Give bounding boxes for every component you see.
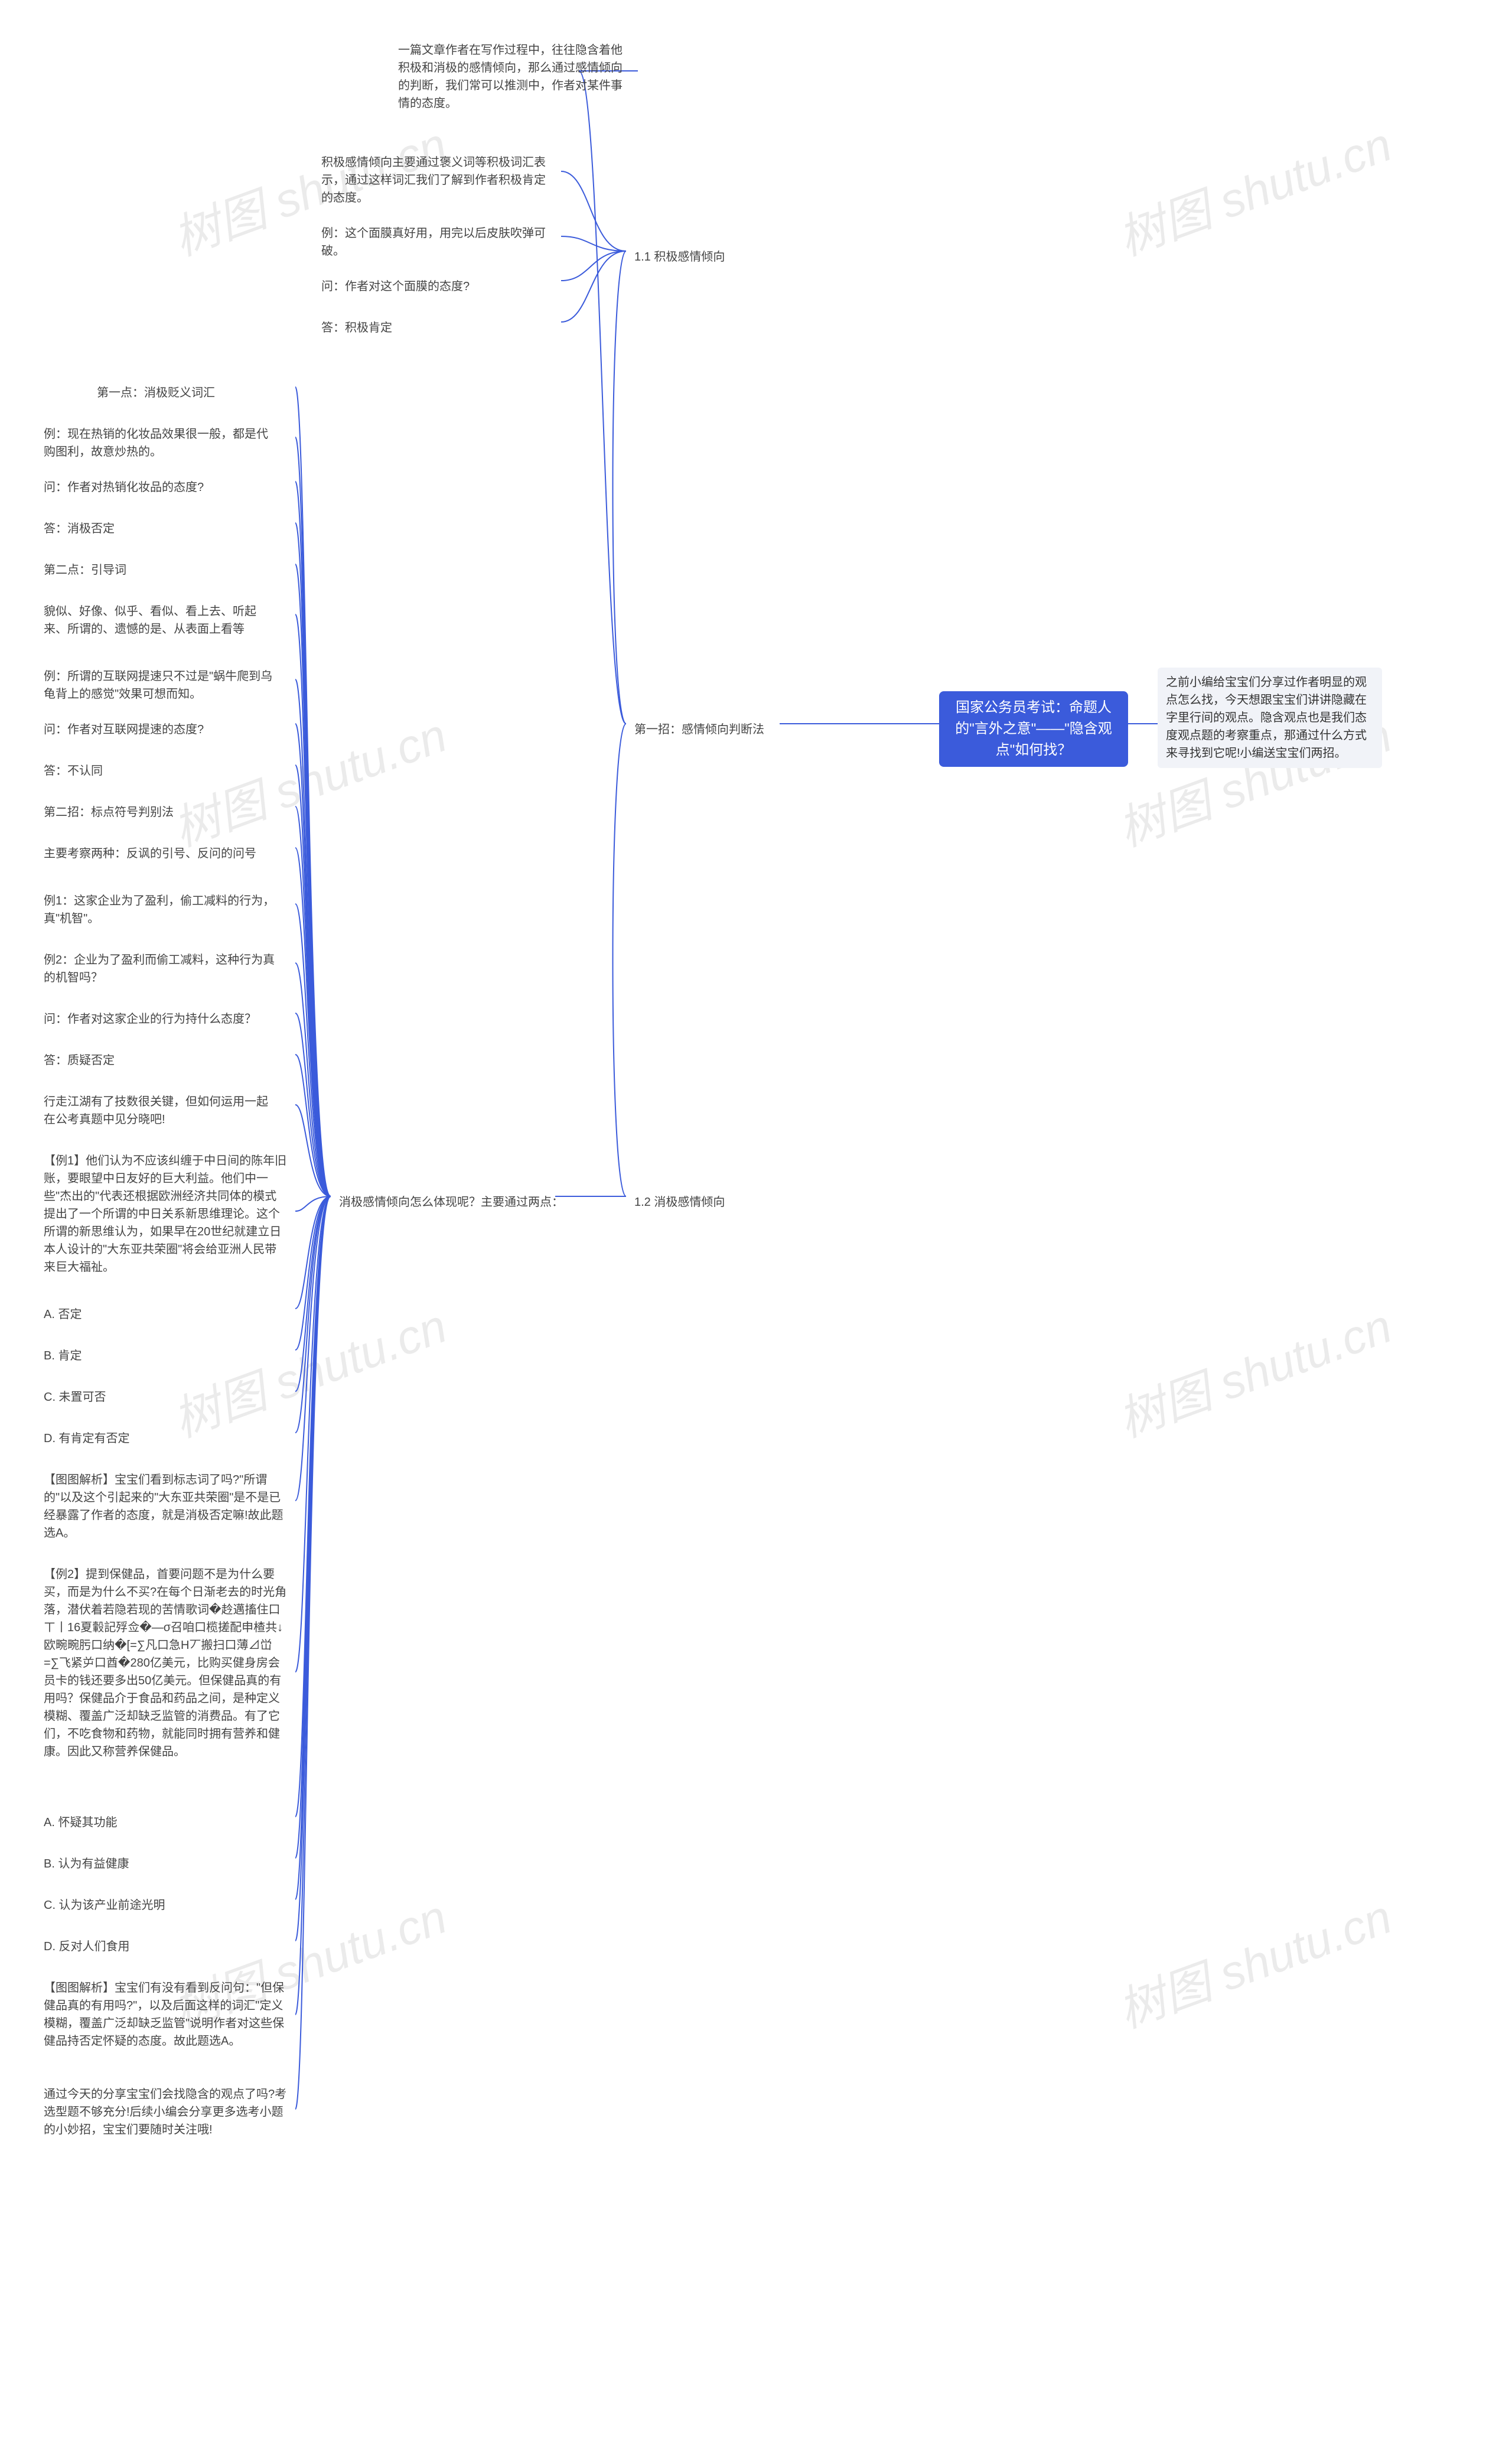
method2-question: 问：作者对这家企业的行为持什么态度？ [35, 1004, 265, 1034]
closing-text: 通过今天的分享宝宝们会找隐含的观点了吗?考选型题不够充分!后续小编会分享更多选考… [35, 2080, 295, 2145]
method2-ex1: 例1：这家企业为了盈利，偷工减料的行为，真"机智"。 [35, 886, 284, 933]
method2-desc: 主要考察两种：反讽的引号、反问的问号 [35, 839, 284, 868]
positive-label[interactable]: 1.1 积极感情倾向 [626, 242, 733, 272]
method2-label: 第二招：标点符号判别法 [35, 798, 182, 827]
neg-p1-answer: 答：消极否定 [35, 514, 123, 544]
watermark: 树图 shutu.cn [1107, 107, 1400, 269]
example2-opt-b: B. 认为有益健康 [35, 1849, 137, 1879]
neg-p2-label: 第二点：引导词 [35, 555, 135, 585]
example2-opt-d: D. 反对人们食用 [35, 1932, 138, 1961]
example2-analysis: 【图图解析】宝宝们有没有看到反问句："但保健品真的有用吗?"，以及后面这样的词汇… [35, 1973, 295, 2056]
neg-p2-example: 例：所谓的互联网提速只不过是"蜗牛爬到乌龟背上的感觉"效果可想而知。 [35, 662, 284, 709]
negative-lead: 消极感情倾向怎么体现呢？主要通过两点： [331, 1187, 572, 1217]
intro-text: 之前小编给宝宝们分享过作者明显的观点怎么找，今天想跟宝宝们讲讲隐藏在字里行间的观… [1158, 668, 1382, 768]
neg-p1-question: 问：作者对热销化妆品的态度? [35, 473, 212, 502]
watermark: 树图 shutu.cn [1107, 1879, 1400, 2042]
example1-opt-a: A. 否定 [35, 1300, 90, 1329]
example2-opt-c: C. 认为该产业前途光明 [35, 1891, 174, 1920]
neg-p2-question: 问：作者对互联网提速的态度? [35, 715, 212, 744]
positive-example: 例：这个面膜真好用，用完以后皮肤吹弹可破。 [313, 219, 561, 266]
neg-p1-example: 例：现在热销的化妆品效果很一般，都是代购图利，故意炒热的。 [35, 419, 284, 467]
example1-opt-d: D. 有肯定有否定 [35, 1424, 138, 1453]
positive-question: 问：作者对这个面膜的态度? [313, 272, 478, 301]
neg-p2-words: 貌似、好像、似乎、看似、看上去、听起来、所谓的、遗憾的是、从表面上看等 [35, 597, 284, 644]
example1-analysis: 【图图解析】宝宝们看到标志词了吗?"所谓的"以及这个引起来的"大东亚共荣圈"是不… [35, 1465, 295, 1548]
watermark: 树图 shutu.cn [162, 1289, 455, 1451]
bridge-text: 行走江湖有了技数很关键，但如何运用一起在公考真题中见分晓吧! [35, 1087, 284, 1134]
example2-opt-a: A. 怀疑其功能 [35, 1808, 125, 1837]
example1-opt-c: C. 未置可否 [35, 1382, 115, 1412]
neg-p1-label: 第一点：消极贬义词汇 [89, 378, 223, 408]
example1-text: 【例1】他们认为不应该纠缠于中日间的陈年旧账，要眼望中日友好的巨大利益。他们中一… [35, 1146, 295, 1282]
method1-label[interactable]: 第一招：感情倾向判断法 [626, 715, 773, 744]
mindmap-root[interactable]: 国家公务员考试：命题人的"言外之意"——"隐含观点"如何找？ [939, 691, 1128, 767]
negative-label[interactable]: 1.2 消极感情倾向 [626, 1187, 733, 1217]
watermark: 树图 shutu.cn [1107, 1289, 1400, 1451]
positive-desc: 积极感情倾向主要通过褒义词等积极词汇表示，通过这样词汇我们了解到作者积极肯定的态… [313, 148, 561, 213]
example2-text: 【例2】提到保健品，首要问题不是为什么要买，而是为什么不买?在每个日渐老去的时光… [35, 1560, 295, 1766]
method2-ex2: 例2：企业为了盈利而偷工减料，这种行为真的机智吗？ [35, 945, 284, 993]
positive-answer: 答：积极肯定 [313, 313, 400, 343]
method2-answer: 答：质疑否定 [35, 1046, 123, 1075]
method1-lead: 一篇文章作者在写作过程中，往往隐含着他积极和消极的感情倾向，那么通过感情倾向的判… [390, 35, 638, 118]
example1-opt-b: B. 肯定 [35, 1341, 90, 1371]
neg-p2-answer: 答：不认同 [35, 756, 111, 786]
